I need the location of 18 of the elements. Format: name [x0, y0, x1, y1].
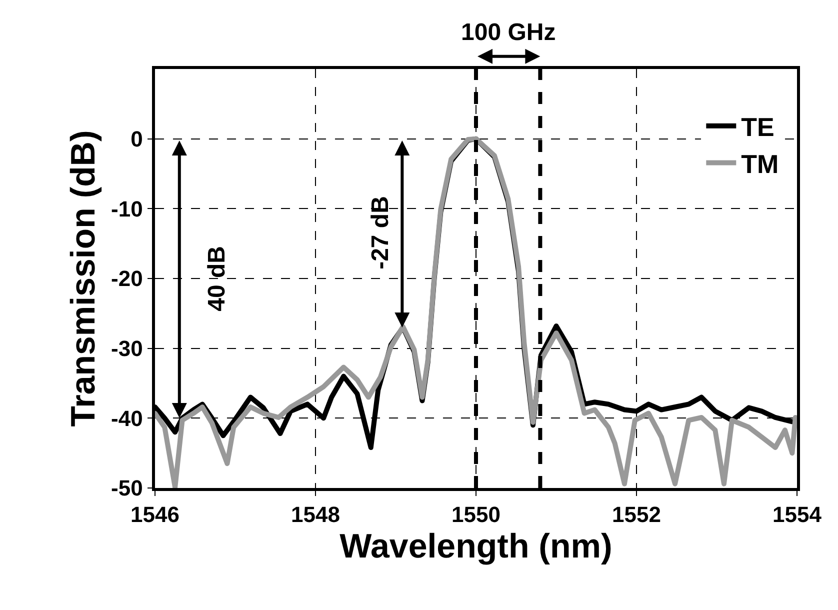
x-tick-label: 1546	[130, 502, 180, 528]
x-tick-label: 1554	[772, 502, 822, 528]
text: 100 GHz	[461, 19, 556, 46]
legend-label: TE	[741, 112, 774, 142]
x-tick-label: 1550	[452, 502, 500, 528]
y-axis-title: Transmission (dB)	[64, 130, 103, 427]
annotation: -27 dB	[366, 196, 394, 270]
y-tick-label: -40	[111, 406, 143, 431]
y-tick-label: -50	[111, 476, 143, 501]
y-tick-label: 0	[130, 126, 143, 152]
annotation: 40 dB	[203, 246, 230, 312]
legend-label: TM	[741, 148, 779, 179]
x-tick-label: 1552	[612, 502, 661, 528]
y-tick-label: -20	[111, 266, 143, 292]
x-tick-label: 1548	[291, 502, 340, 528]
x-axis-title: Wavelength (nm)	[340, 527, 612, 566]
y-tick-label: -10	[111, 196, 143, 222]
y-tick-label: -30	[111, 336, 143, 362]
